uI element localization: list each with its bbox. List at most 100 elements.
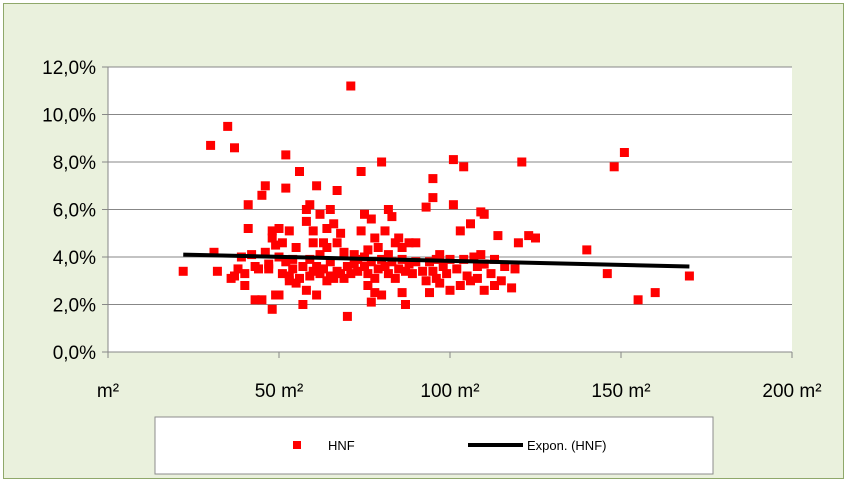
data-point [319, 238, 328, 248]
hnf-series [178, 81, 694, 321]
x-tick-label: 200 m² [762, 381, 821, 402]
data-point [301, 216, 311, 226]
data-point [254, 264, 263, 274]
data-point [243, 200, 253, 210]
data-point [404, 238, 414, 248]
data-point [466, 219, 475, 229]
data-point [496, 276, 506, 286]
data-point [315, 209, 325, 219]
data-point [517, 157, 527, 167]
data-point [336, 269, 346, 279]
data-point [404, 259, 414, 269]
data-point [329, 219, 339, 229]
data-point [377, 290, 387, 300]
data-point [390, 238, 400, 248]
data-point [346, 269, 356, 279]
data-point [209, 247, 219, 257]
data-point [305, 271, 315, 281]
data-point [336, 228, 346, 238]
data-point [394, 233, 404, 243]
data-point [264, 259, 274, 269]
data-point [425, 288, 434, 298]
data-point [373, 264, 383, 274]
data-point [455, 281, 465, 290]
data-point [315, 250, 325, 260]
y-axis-tick-labels: 0,0% 2,0% 4,0% 6,0% 8,0% 10,0% 12,0% [42, 58, 96, 364]
data-point [448, 200, 458, 210]
data-point [260, 181, 270, 191]
data-point [428, 266, 438, 276]
data-point [438, 262, 448, 271]
data-point [240, 281, 250, 290]
data-point [472, 262, 482, 271]
data-point [397, 288, 407, 298]
data-point [373, 243, 383, 252]
data-point [308, 266, 318, 276]
y-tick-label: 2,0% [53, 296, 96, 317]
data-point [325, 257, 335, 267]
trendline [183, 252, 690, 269]
data-point [366, 214, 376, 224]
data-point [383, 269, 393, 279]
data-point [650, 288, 660, 298]
data-point [322, 224, 332, 233]
legend: HNF Expon. (HNF) [154, 416, 714, 475]
data-point [479, 259, 489, 269]
data-point [633, 295, 643, 305]
data-point [288, 254, 298, 264]
data-point [370, 288, 380, 298]
data-point [212, 266, 222, 276]
y-tick-label: 4,0% [53, 248, 96, 269]
data-point [380, 226, 390, 236]
trendline-series [183, 252, 690, 269]
data-point [363, 245, 373, 255]
data-point [462, 271, 472, 281]
data-point [428, 193, 438, 203]
data-point [435, 278, 445, 288]
data-point [490, 281, 499, 290]
data-point [510, 264, 520, 274]
data-point [284, 226, 294, 236]
data-point [397, 243, 407, 252]
data-point [490, 254, 499, 264]
data-point [363, 269, 373, 279]
data-point [312, 262, 322, 271]
x-tick-label: m² [97, 381, 119, 402]
data-point [472, 273, 482, 283]
data-point [435, 250, 445, 260]
data-point [240, 269, 250, 279]
data-point [329, 273, 339, 283]
x-tick-label: 150 m² [591, 381, 650, 402]
data-point [305, 200, 315, 210]
data-point [442, 269, 452, 279]
data-point [312, 290, 322, 300]
data-point [448, 155, 458, 165]
data-point [325, 205, 335, 214]
data-point [178, 266, 188, 276]
data-point [602, 269, 612, 279]
data-point [390, 273, 400, 283]
data-point [267, 233, 277, 243]
data-point [476, 250, 486, 260]
data-point [223, 121, 233, 131]
data-point [230, 271, 239, 281]
data-point [277, 269, 287, 279]
data-point [479, 209, 489, 219]
data-point [267, 304, 277, 314]
data-point [466, 276, 475, 286]
data-point [383, 205, 393, 214]
legend-label-hnf: HNF [328, 438, 355, 453]
data-point [288, 264, 298, 274]
data-point [319, 264, 328, 274]
data-point [291, 243, 301, 252]
data-point [421, 276, 431, 286]
data-point [360, 209, 369, 219]
data-point [284, 271, 294, 281]
data-point [370, 233, 380, 243]
data-point [507, 283, 517, 293]
y-tick-label: 8,0% [53, 153, 96, 174]
data-point [459, 162, 469, 172]
data-point [500, 262, 510, 271]
y-tick-label: 6,0% [53, 201, 96, 222]
